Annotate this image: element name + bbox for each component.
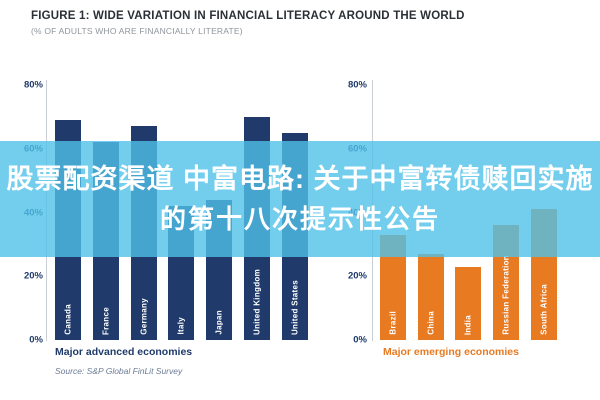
figure-title: FIGURE 1: WIDE VARIATION IN FINANCIAL LI…	[31, 10, 465, 22]
overlay-banner: 股票配资渠道 中富电路: 关于中富转债赎回实施 的第十八次提示性公告	[0, 141, 600, 257]
advanced-economies-caption: Major advanced economies	[55, 346, 193, 358]
bar-category-label: South Africa	[539, 284, 549, 335]
y-axis-tick-label: 20%	[23, 270, 43, 282]
bar-category-label: China	[426, 311, 436, 335]
bar-category-label: India	[463, 314, 473, 335]
overlay-text-line2: 的第十八次提示性公告	[159, 203, 440, 234]
figure-subtitle: (% OF ADULTS WHO ARE FINANCIALLY LITERAT…	[31, 26, 243, 36]
y-axis-tick-label: 80%	[23, 79, 43, 91]
y-axis-tick-label: 20%	[347, 270, 367, 282]
y-axis-tick-label: 0%	[353, 334, 367, 346]
bar-category-label: Russian Federation	[501, 255, 511, 335]
emerging-economies-caption: Major emerging economies	[383, 346, 519, 358]
bar-china: China	[417, 253, 444, 340]
bar-india: India	[455, 266, 482, 340]
y-axis-tick-label: 0%	[29, 334, 43, 346]
y-axis-tick-label: 80%	[347, 79, 367, 91]
source-note: Source: S&P Global FinLit Survey	[55, 366, 183, 376]
bar-category-label: Brazil	[388, 311, 398, 335]
overlay-text-line1: 股票配资渠道 中富电路: 关于中富转债赎回实施	[6, 163, 594, 194]
